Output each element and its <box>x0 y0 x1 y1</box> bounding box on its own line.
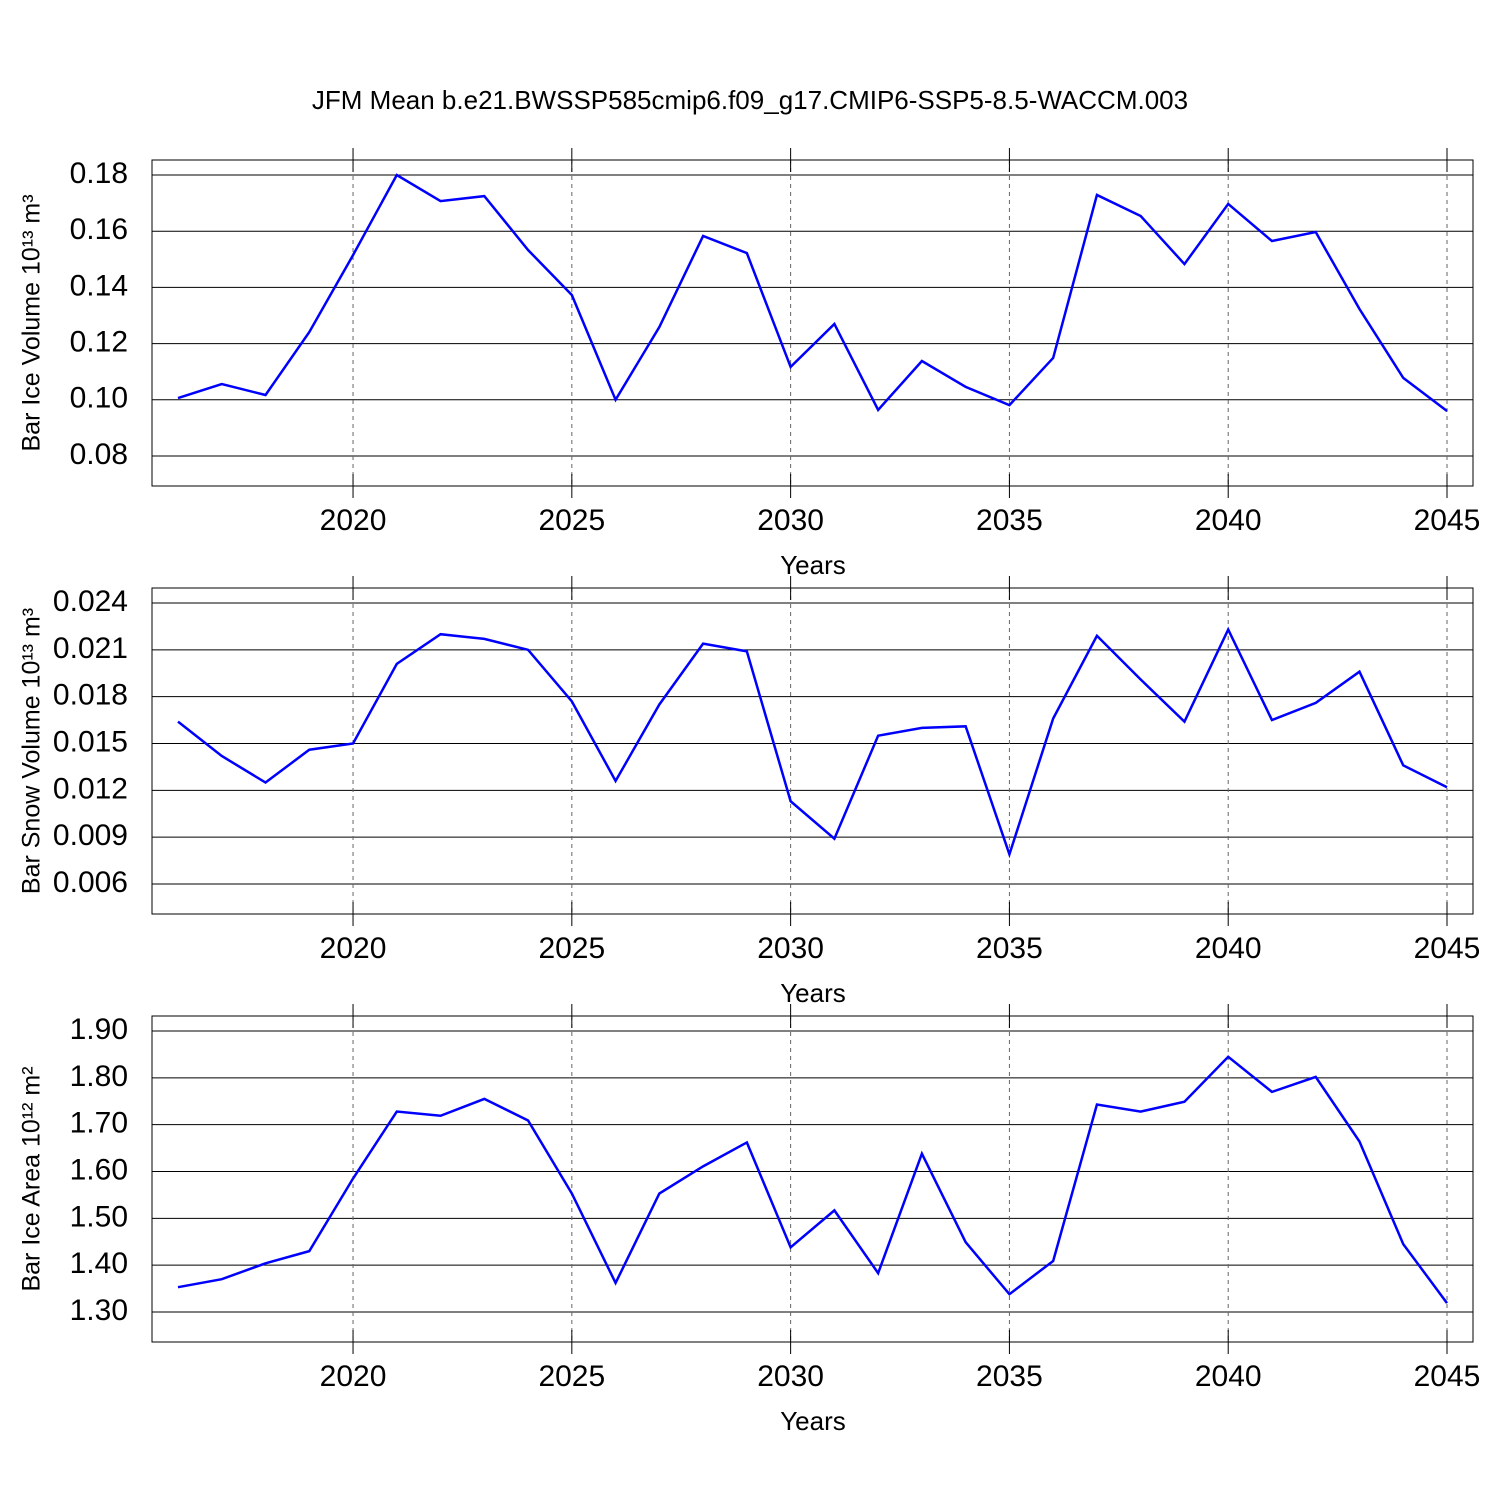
plot-frame <box>151 587 1474 915</box>
y-tick-label: 1.30 <box>70 1294 128 1327</box>
y-tick-label: 1.70 <box>70 1107 128 1140</box>
y-tick-label: 0.024 <box>53 585 128 618</box>
y-tick-label: 1.50 <box>70 1200 128 1233</box>
data-line <box>177 1055 1449 1304</box>
x-tick-label: 2040 <box>1195 504 1262 537</box>
y-tick-label: 0.10 <box>70 382 128 415</box>
x-tick-label: 2040 <box>1195 932 1262 965</box>
x-tick-label: 2030 <box>757 504 824 537</box>
y-tick-label: 0.009 <box>53 819 128 852</box>
y-tick-label: 0.18 <box>70 157 128 190</box>
x-tick-label: 2040 <box>1195 1360 1262 1393</box>
y-tick-label: 0.12 <box>70 326 128 359</box>
data-line <box>177 626 1448 859</box>
y-axis-label: Bar Ice Area 10¹² m² <box>18 1066 46 1291</box>
y-tick-label: 0.012 <box>53 772 128 805</box>
x-tick-label: 2020 <box>320 504 387 537</box>
plot-frame <box>151 159 1474 487</box>
y-tick-label: 0.16 <box>70 213 128 246</box>
y-tick-label: 1.80 <box>70 1060 128 1093</box>
x-axis-label: Years <box>780 978 846 1008</box>
y-tick-label: 0.08 <box>70 438 128 471</box>
chart-title: JFM Mean b.e21.BWSSP585cmip6.f09_g17.CMI… <box>312 85 1188 115</box>
y-tick-label: 1.90 <box>70 1013 128 1046</box>
x-tick-label: 2030 <box>757 932 824 965</box>
x-tick-label: 2045 <box>1414 504 1481 537</box>
x-tick-label: 2045 <box>1414 1360 1481 1393</box>
x-tick-label: 2035 <box>976 1360 1043 1393</box>
data-line <box>177 173 1448 413</box>
x-tick-label: 2025 <box>538 504 605 537</box>
x-tick-label: 2045 <box>1414 932 1481 965</box>
y-tick-label: 0.015 <box>53 725 128 758</box>
y-tick-label: 0.14 <box>70 269 128 302</box>
x-tick-label: 2020 <box>320 1360 387 1393</box>
y-tick-label: 1.40 <box>70 1247 128 1280</box>
plot-frame <box>151 1015 1474 1343</box>
x-axis-label: Years <box>780 550 846 580</box>
x-tick-label: 2035 <box>976 932 1043 965</box>
x-tick-label: 2030 <box>757 1360 824 1393</box>
x-tick-label: 2025 <box>538 932 605 965</box>
y-tick-label: 0.018 <box>53 679 128 712</box>
y-tick-label: 0.006 <box>53 866 128 899</box>
y-tick-label: 1.60 <box>70 1153 128 1186</box>
x-axis-label: Years <box>780 1406 846 1436</box>
y-tick-label: 0.021 <box>53 632 128 665</box>
y-axis-label: Bar Snow Volume 10¹³ m³ <box>18 608 46 894</box>
x-tick-label: 2020 <box>320 932 387 965</box>
y-axis-label: Bar Ice Volume 10¹³ m³ <box>18 194 46 451</box>
x-tick-label: 2025 <box>538 1360 605 1393</box>
x-tick-label: 2035 <box>976 504 1043 537</box>
